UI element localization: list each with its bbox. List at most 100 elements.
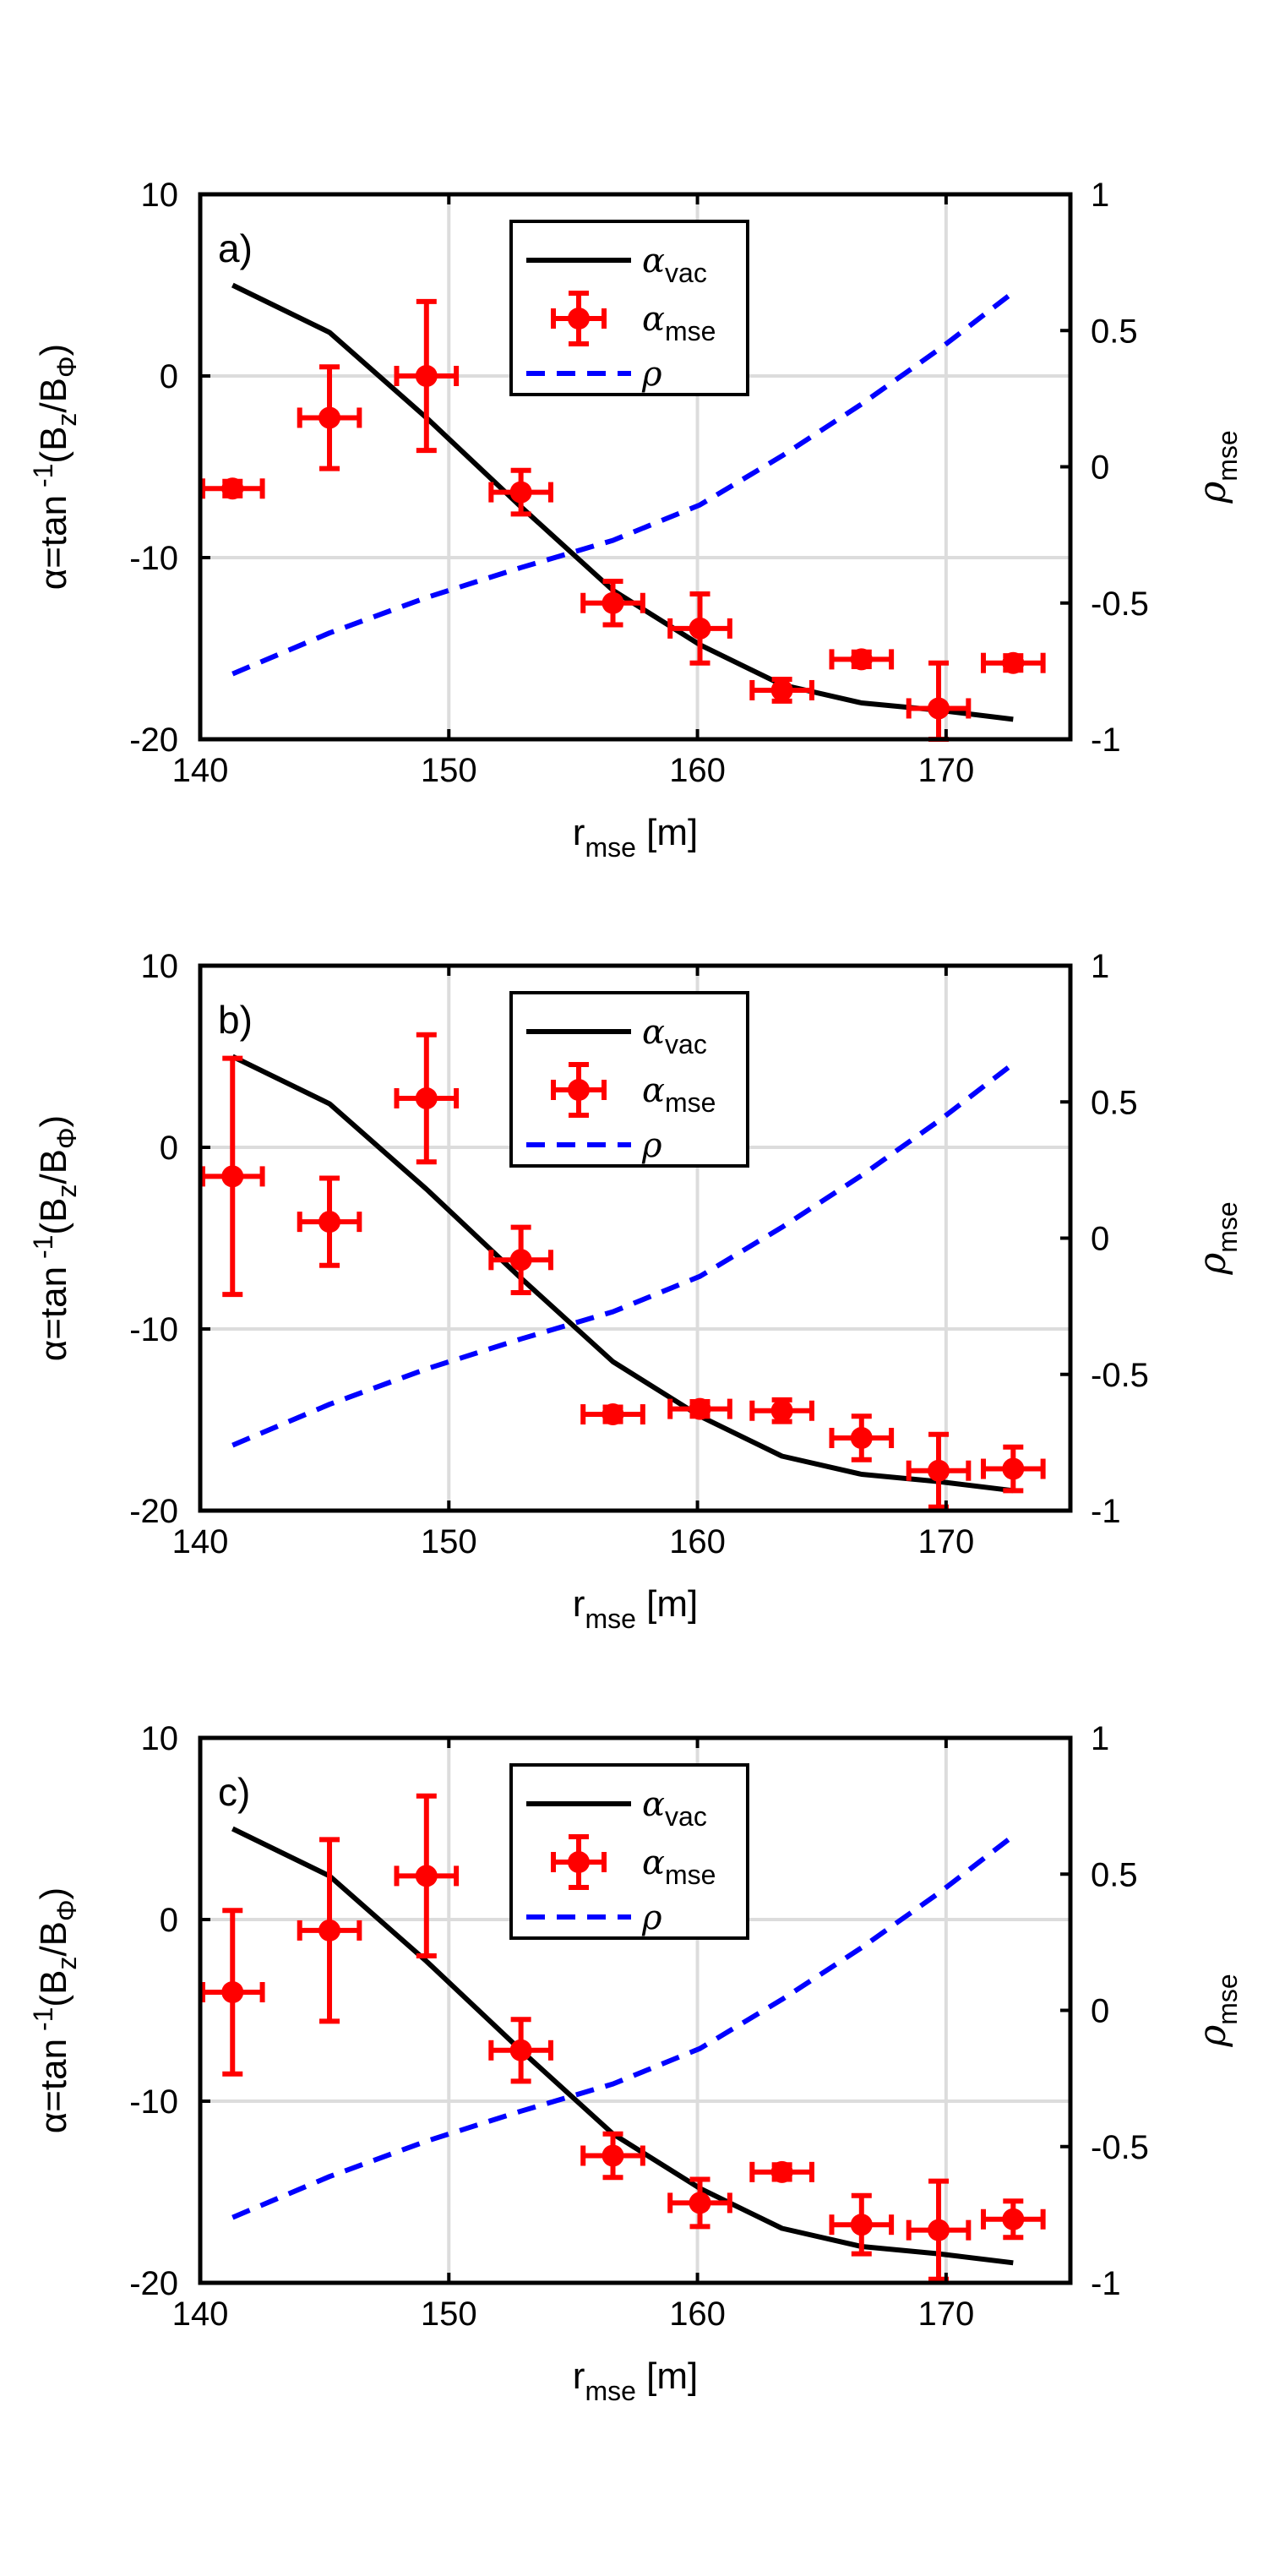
alpha-mse-point [906,660,972,742]
y-label-sub-phi: Φ [52,1899,82,1921]
y-tick-label-right: 0.5 [1091,313,1138,350]
legend-swatch-marker [568,1079,590,1101]
data-marker [221,477,244,500]
panel-label: a) [218,226,253,270]
alpha-vac-line [231,1054,1014,1494]
y-right-label-subscript: mse [1212,1974,1243,2024]
y-label-open: (B [33,1198,74,1235]
alpha-mse-point [749,677,814,704]
alpha-mse-point [906,2178,972,2282]
y-label-slash: /B [33,1921,74,1957]
data-marker [1002,1457,1025,1480]
legend-swatch-alpha-mse [551,291,607,346]
x-label-base: r [573,1583,585,1625]
alpha-mse-point [829,1413,895,1462]
legend-entry: αvac [642,1013,707,1059]
data-marker [770,2160,793,2183]
y-label-sub-z: z [52,1185,82,1198]
x-tick-label: 170 [917,752,974,789]
y-label-prefix: α=tan [33,2039,74,2133]
y-tick-label-right: 1 [1091,948,1109,985]
legend-entry: ρ [641,1898,662,1937]
alpha-mse-point [394,1032,460,1165]
legend-entry: ρ [641,355,662,394]
y-axis-label-left: α=tan -1(Bz/BΦ) [28,344,82,590]
alpha-mse-point [199,1055,265,1298]
alpha-mse-point [829,2192,895,2257]
alpha-mse-point [488,1224,553,1295]
y-right-label-subscript: mse [1212,430,1243,481]
x-label-subscript: mse [585,1604,635,1634]
data-marker [602,591,624,614]
x-tick-label: 140 [172,752,229,789]
x-axis-label: rmse [m] [573,812,698,863]
panel-label: c) [218,1770,250,1814]
alpha-mse-point [749,1397,814,1424]
data-marker [928,1459,950,1482]
data-marker [602,1403,624,1426]
rho-line [231,290,1015,677]
legend-symbol: α [642,1071,665,1110]
y-axis-label-right: ρmse [1191,1201,1243,1275]
y-label-close: ) [33,1887,74,1900]
data-marker [509,481,532,504]
data-marker [770,1399,793,1422]
data-marker [509,1249,532,1272]
rho-line [231,1833,1015,2220]
y-label-open: (B [33,427,74,464]
legend-symbol: ρ [641,1126,662,1165]
legend-swatch-alpha-mse [551,1062,607,1118]
y-tick-label-right: -0.5 [1091,1357,1149,1394]
panel-label: b) [218,998,253,1042]
legend-subscript: vac [665,1029,707,1059]
y-right-label-base: ρ [1191,482,1234,504]
data-marker [221,1165,244,1188]
y-tick-label-left: -20 [129,722,178,759]
y-axis-label-left: α=tan -1(Bz/BΦ) [28,1887,82,2133]
legend-subscript: mse [665,1860,716,1890]
y-label-exponent: -1 [28,464,58,495]
legend-symbol: ρ [641,1898,662,1937]
y-tick-label-left: -10 [129,540,178,577]
legend-entry: αmse [642,1071,716,1118]
x-label-unit: [m] [636,812,698,853]
y-tick-label-right: -1 [1091,1493,1121,1530]
y-right-label-base: ρ [1191,1253,1234,1276]
alpha-mse-point [981,2198,1046,2241]
data-marker [509,2039,532,2061]
y-axis-label-right: ρmse [1191,1974,1243,2047]
y-tick-label-left: 0 [160,358,178,395]
x-tick-label: 170 [917,1523,974,1560]
alpha-mse-point [667,1397,732,1420]
y-tick-label-right: 0 [1091,1221,1109,1258]
alpha-mse-point [297,1837,362,2024]
alpha-mse-point [829,648,895,671]
x-tick-label: 150 [421,752,477,789]
data-marker [850,648,873,671]
data-marker [689,2192,711,2214]
data-marker [850,1427,873,1449]
y-label-slash: /B [33,1149,74,1185]
data-marker [689,617,711,640]
alpha-mse-point [906,1431,972,1510]
y-label-exponent: -1 [28,2007,58,2039]
y-label-sub-phi: Φ [52,1127,82,1149]
data-marker [415,365,438,387]
alpha-mse-point [580,1403,645,1426]
x-tick-label: 150 [421,1523,477,1560]
y-tick-label-right: 1 [1091,1720,1109,1757]
x-axis-label: rmse [m] [573,2355,698,2406]
data-marker [928,2219,950,2241]
x-label-unit: [m] [636,2355,698,2397]
legend-subscript: mse [665,1087,716,1118]
legend-box [509,991,749,1168]
y-label-prefix: α=tan [33,1266,74,1361]
alpha-vac-line [231,282,1014,722]
legend-subscript: vac [665,1801,707,1832]
x-tick-label: 160 [669,752,726,789]
y-tick-label-right: -1 [1091,2265,1121,2302]
